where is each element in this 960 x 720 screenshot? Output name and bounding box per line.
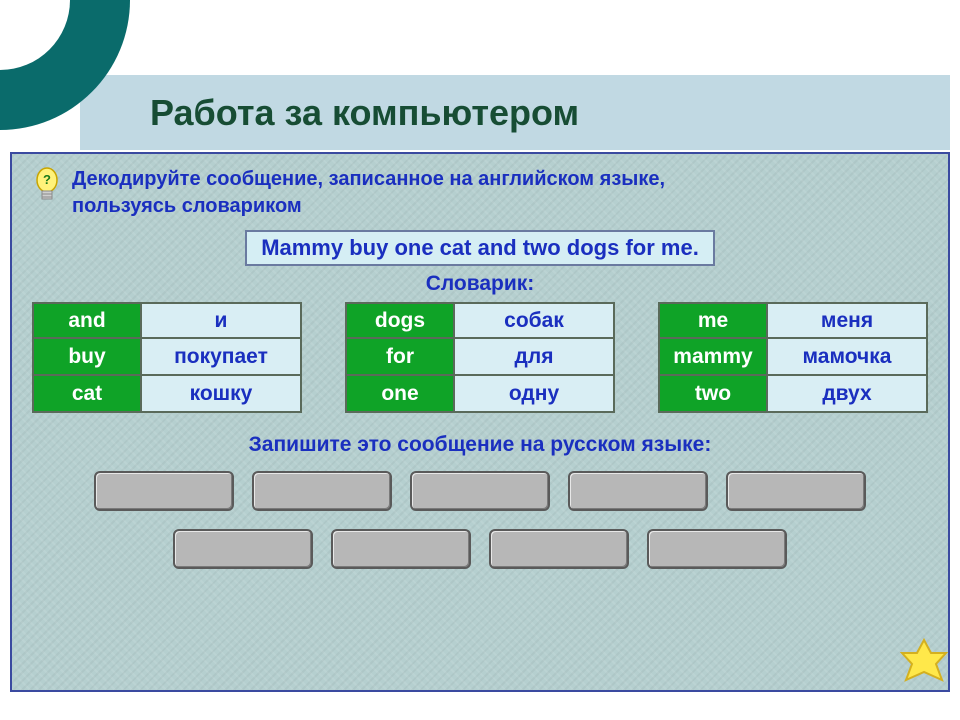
answer-slot[interactable] xyxy=(331,529,471,569)
dict-ru: для xyxy=(455,339,615,376)
answer-slot[interactable] xyxy=(94,471,234,511)
svg-text:?: ? xyxy=(43,172,51,187)
page-title: Работа за компьютером xyxy=(150,92,579,134)
answer-area xyxy=(32,471,928,569)
answer-row-1 xyxy=(94,471,866,511)
answer-slot[interactable] xyxy=(647,529,787,569)
dictionary-column-1: andи buyпокупает catкошку xyxy=(32,302,302,413)
dict-ru: одну xyxy=(455,376,615,413)
dict-en: me xyxy=(658,302,768,339)
answer-slot[interactable] xyxy=(173,529,313,569)
answer-slot[interactable] xyxy=(489,529,629,569)
answer-row-2 xyxy=(173,529,787,569)
dict-en: one xyxy=(345,376,455,413)
dictionary-title: Словарик: xyxy=(32,272,928,296)
sentence-box: Mammy buy one cat and two dogs for me. xyxy=(245,230,715,266)
dictionary-column-3: meменя mammyмамочка twoдвух xyxy=(658,302,928,413)
dict-en: for xyxy=(345,339,455,376)
dict-ru: покупает xyxy=(142,339,302,376)
dict-ru: меня xyxy=(768,302,928,339)
instruction-text: Декодируйте сообщение, записанное на анг… xyxy=(72,166,665,220)
dictionary-area: andи buyпокупает catкошку dogsсобак forд… xyxy=(32,302,928,413)
dict-en: and xyxy=(32,302,142,339)
dict-en: dogs xyxy=(345,302,455,339)
lightbulb-icon: ? xyxy=(32,166,62,206)
instruction-row: ? Декодируйте сообщение, записанное на а… xyxy=(32,166,928,220)
answer-slot[interactable] xyxy=(568,471,708,511)
dict-ru: и xyxy=(142,302,302,339)
answer-slot[interactable] xyxy=(726,471,866,511)
answer-slot[interactable] xyxy=(410,471,550,511)
answer-title: Запишите это сообщение на русском языке: xyxy=(32,433,928,457)
next-button[interactable] xyxy=(894,636,954,696)
exercise-window: ? Декодируйте сообщение, записанное на а… xyxy=(10,152,950,692)
dict-ru: кошку xyxy=(142,376,302,413)
instruction-line-2: пользуясь словариком xyxy=(72,193,665,220)
dict-en: buy xyxy=(32,339,142,376)
dict-ru: мамочка xyxy=(768,339,928,376)
dict-en: two xyxy=(658,376,768,413)
instruction-line-1: Декодируйте сообщение, записанное на анг… xyxy=(72,166,665,193)
dict-ru: двух xyxy=(768,376,928,413)
title-bar: Работа за компьютером xyxy=(80,75,950,150)
dict-ru: собак xyxy=(455,302,615,339)
answer-slot[interactable] xyxy=(252,471,392,511)
dict-en: cat xyxy=(32,376,142,413)
dict-en: mammy xyxy=(658,339,768,376)
dictionary-column-2: dogsсобак forдля oneодну xyxy=(345,302,615,413)
